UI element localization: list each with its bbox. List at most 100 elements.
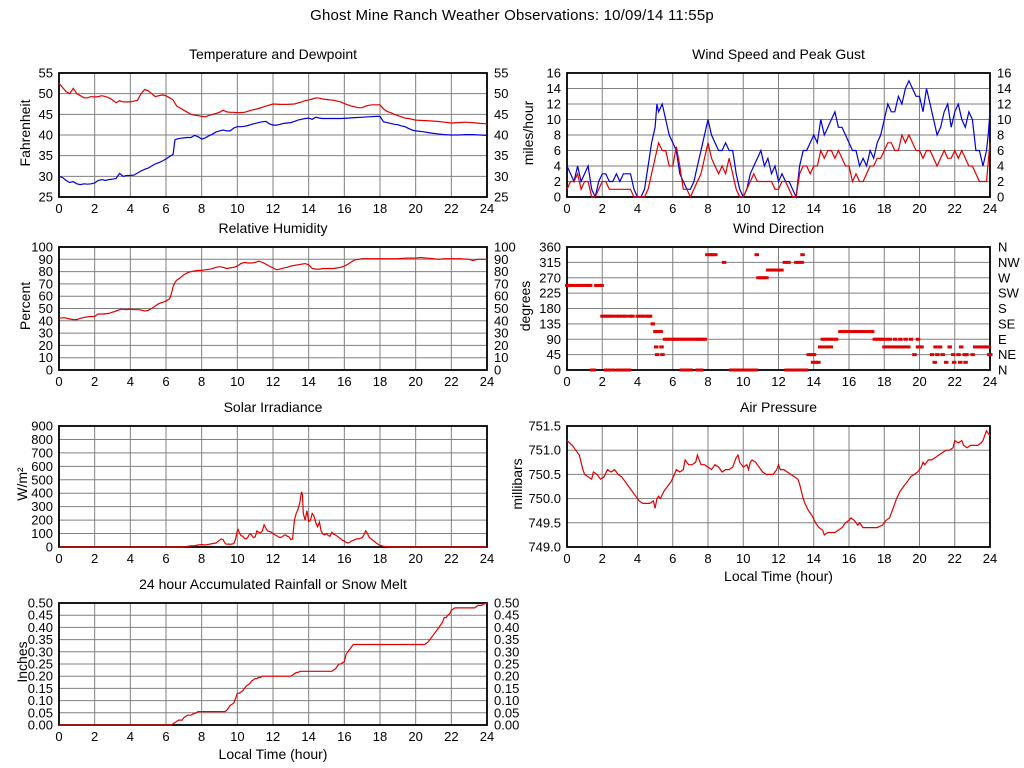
- wind-direction-point: [643, 314, 648, 318]
- wind-direction-point: [877, 337, 883, 341]
- wind-direction-point: [655, 330, 661, 334]
- x-tick-label: 2: [91, 729, 98, 744]
- x-tick-label: 6: [669, 201, 676, 216]
- x-tick-label: 16: [337, 729, 351, 744]
- wind-direction-point: [821, 345, 826, 349]
- x-tick-label: 12: [266, 729, 280, 744]
- y-tick-label-left: 0.40: [28, 620, 53, 635]
- chart-title-solar-irradiance: Solar Irradiance: [223, 399, 323, 415]
- y-tick-label-left: 751.5: [528, 419, 561, 434]
- chart-title-rainfall: 24 hour Accumulated Rainfall or Snow Mel…: [139, 576, 407, 592]
- wind-direction-point: [754, 253, 759, 257]
- x-tick-label: 6: [162, 201, 169, 216]
- wind-direction-point: [848, 330, 854, 334]
- x-tick-label: 22: [444, 201, 458, 216]
- y-tick-label-left: 55: [39, 66, 53, 81]
- wind-direction-point: [610, 368, 616, 372]
- wind-direction-point: [929, 353, 935, 357]
- wind-direction-point: [771, 268, 776, 272]
- y-tick-label-right: 0.25: [494, 657, 519, 672]
- wind-direction-point: [616, 314, 622, 318]
- wind-direction-point: [707, 253, 713, 257]
- wind-direction-point: [817, 345, 823, 349]
- y-tick-label-right: 70: [494, 276, 508, 291]
- wind-direction-point: [932, 360, 937, 364]
- wind-direction-point: [605, 314, 611, 318]
- wind-direction-point: [683, 337, 688, 341]
- wind-direction-point: [892, 345, 898, 349]
- y-tick-label-right-cardinal: E: [998, 332, 1007, 347]
- y-tick-label-left: 0: [554, 190, 561, 205]
- y-axis-label-watts-per-m2: W/m²: [14, 467, 30, 501]
- wind-direction-point: [654, 353, 660, 357]
- wind-direction-point: [935, 353, 940, 357]
- x-tick-label: 6: [162, 729, 169, 744]
- wind-direction-point: [803, 368, 809, 372]
- y-axis-label-percent: Percent: [17, 281, 33, 331]
- y-tick-label-left: 500: [31, 472, 53, 487]
- x-tick-label: 20: [408, 729, 422, 744]
- y-tick-label-right: 10: [997, 112, 1011, 127]
- x-tick-label: 24: [480, 729, 494, 744]
- y-tick-label-left: 60: [39, 289, 53, 304]
- x-tick-label: 8: [198, 374, 205, 389]
- y-tick-label-right: 0.45: [494, 608, 519, 623]
- x-tick-label: 0: [55, 551, 62, 566]
- chart-title-wind-speed-gust: Wind Speed and Peak Gust: [692, 46, 865, 62]
- wind-direction-point: [900, 345, 906, 349]
- x-tick-label: 2: [599, 374, 606, 389]
- wind-direction-point: [782, 260, 788, 264]
- wind-direction-point: [958, 360, 963, 364]
- y-tick-label-left: 751.0: [528, 443, 561, 458]
- x-tick-label: 20: [408, 201, 422, 216]
- y-tick-label-left: 2: [554, 174, 561, 189]
- y-tick-label-right: 35: [494, 148, 508, 163]
- wind-direction-point: [820, 337, 826, 341]
- y-tick-label-right: 100: [494, 240, 516, 255]
- wind-direction-point: [721, 260, 727, 264]
- wind-direction-point: [898, 345, 903, 349]
- y-tick-label-right: 8: [997, 128, 1004, 143]
- wind-direction-point: [640, 314, 646, 318]
- x-tick-label: 22: [444, 551, 458, 566]
- x-tick-label: 16: [337, 374, 351, 389]
- wind-direction-point: [846, 330, 851, 334]
- y-tick-label-left: 4: [554, 159, 561, 174]
- wind-direction-point: [662, 337, 668, 341]
- x-tick-label: 16: [337, 551, 351, 566]
- wind-direction-point: [796, 260, 802, 264]
- wind-direction-point: [825, 337, 831, 341]
- x-tick-label: 18: [877, 551, 891, 566]
- wind-direction-point: [603, 368, 609, 372]
- y-tick-label-left: 0: [46, 363, 53, 378]
- y-tick-label-right: 40: [494, 313, 508, 328]
- wind-direction-point: [784, 368, 789, 372]
- x-tick-label: 24: [480, 374, 494, 389]
- y-tick-label-left: 749.5: [528, 515, 561, 530]
- wind-direction-point: [869, 330, 875, 334]
- x-tick-label: 20: [912, 551, 926, 566]
- wind-direction-point: [702, 337, 707, 341]
- y-tick-label-right-cardinal: SW: [998, 286, 1020, 301]
- x-tick-label: 12: [771, 374, 785, 389]
- x-tick-label: 12: [266, 551, 280, 566]
- x-tick-label: 20: [912, 201, 926, 216]
- x-tick-label: 18: [877, 374, 891, 389]
- wind-direction-point: [578, 283, 583, 287]
- y-tick-label-left: 0.50: [28, 596, 53, 611]
- wind-direction-point: [838, 330, 843, 334]
- wind-direction-point: [575, 283, 581, 287]
- x-tick-label: 4: [127, 729, 134, 744]
- x-tick-label: 6: [669, 374, 676, 389]
- wind-direction-point: [895, 345, 900, 349]
- wind-direction-point: [608, 314, 613, 318]
- y-axis-label-degrees: degrees: [517, 280, 533, 332]
- wind-direction-point: [650, 322, 655, 326]
- wind-direction-point: [764, 276, 769, 280]
- x-tick-label: 22: [948, 201, 962, 216]
- x-tick-label: 10: [230, 729, 244, 744]
- y-axis-label-millibars: millibars: [509, 458, 525, 510]
- x-tick-label: 14: [301, 729, 315, 744]
- y-tick-label-right-cardinal: W: [998, 270, 1011, 285]
- wind-direction-point: [680, 337, 685, 341]
